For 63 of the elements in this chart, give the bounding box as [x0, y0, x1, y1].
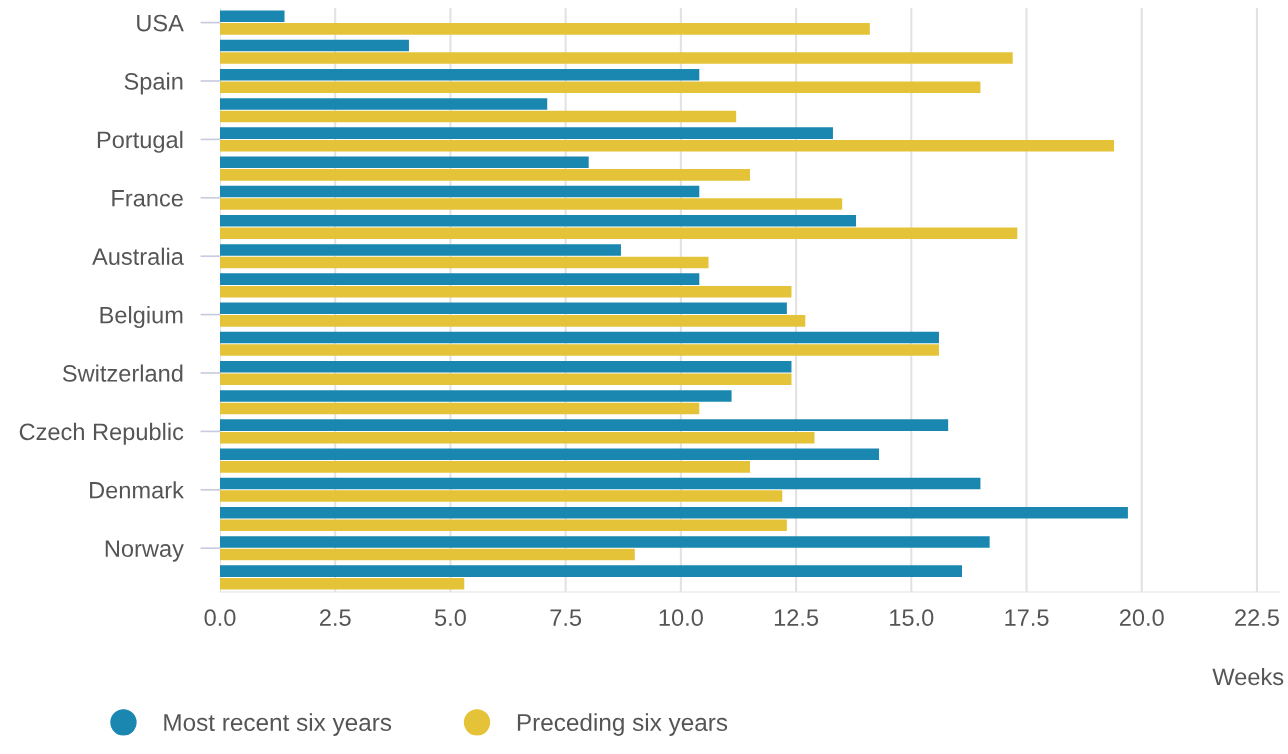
bar [220, 285, 792, 298]
bar [220, 490, 783, 502]
x-tick-label: 12.5 [774, 609, 819, 627]
bar [220, 536, 990, 548]
y-tick-label: Switzerland [62, 364, 183, 382]
y-tick-label: Spain [124, 72, 183, 95]
bar [220, 39, 409, 52]
y-tick-label: Portugal [97, 130, 183, 153]
bar [220, 227, 1018, 240]
y-tick-label: Norway [105, 540, 184, 562]
bar [220, 431, 815, 444]
bar [220, 548, 635, 561]
legend-label: Most recent six years [164, 713, 392, 736]
x-tick-label: 17.5 [1005, 609, 1049, 627]
bar [220, 344, 939, 356]
bar [220, 519, 787, 532]
bar [220, 315, 806, 327]
bar [220, 273, 700, 285]
bar [220, 185, 700, 198]
legend-label: Preceding six years [517, 713, 728, 736]
bar [220, 139, 1115, 152]
x-tick-label: 20.0 [1119, 609, 1164, 627]
y-tick-label: Czech Republic [19, 422, 184, 445]
bar [220, 52, 1013, 64]
y-tick-label: France [112, 190, 183, 207]
bar [220, 244, 621, 256]
y-tick-label: Belgium [100, 306, 183, 329]
bar [220, 477, 981, 490]
bar [220, 68, 700, 81]
x-tick-label: 10.0 [659, 609, 703, 627]
bar [220, 331, 939, 344]
bar [220, 198, 843, 210]
bar [220, 461, 750, 473]
bar [220, 565, 962, 577]
bar [220, 110, 737, 123]
bar [220, 169, 750, 181]
bar [220, 256, 709, 269]
bar [220, 390, 732, 402]
bar [220, 360, 792, 373]
bar [220, 448, 880, 461]
bar [220, 23, 870, 35]
x-tick-label: 0.0 [204, 609, 236, 627]
x-axis-title: Weeks [1212, 667, 1284, 686]
bar [220, 98, 548, 110]
bar [220, 214, 856, 227]
bar [220, 302, 787, 315]
bar [220, 156, 589, 169]
x-tick-label: 5.0 [434, 609, 466, 627]
bar [220, 10, 285, 23]
bar [220, 127, 833, 139]
x-tick-label: 22.5 [1235, 609, 1279, 627]
bar [220, 373, 792, 386]
x-tick-label: 2.5 [320, 609, 351, 627]
bar [220, 419, 949, 431]
x-tick-label: 15.0 [890, 609, 934, 627]
bar [220, 506, 1128, 519]
bar [220, 577, 465, 590]
y-tick-label: Denmark [90, 481, 184, 499]
bar [220, 81, 981, 94]
x-tick-label: 7.5 [550, 609, 582, 627]
y-tick-label: USA [137, 14, 184, 32]
y-tick-label: Australia [92, 247, 184, 265]
bar [220, 402, 700, 415]
